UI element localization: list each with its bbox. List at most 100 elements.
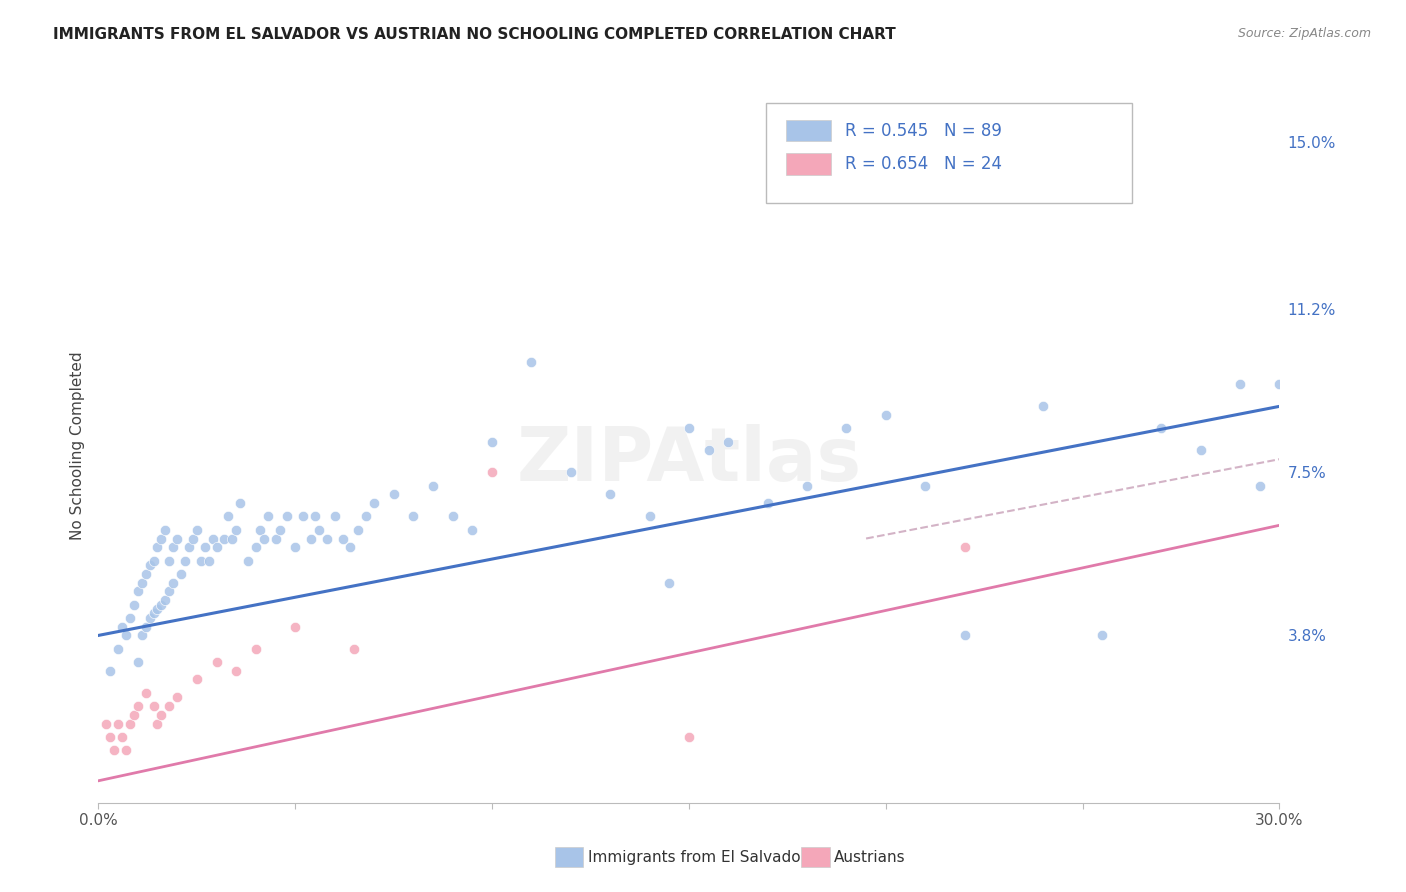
Point bbox=[107, 716, 129, 731]
Point bbox=[98, 730, 121, 744]
Text: IMMIGRANTS FROM EL SALVADOR VS AUSTRIAN NO SCHOOLING COMPLETED CORRELATION CHART: IMMIGRANTS FROM EL SALVADOR VS AUSTRIAN … bbox=[53, 27, 896, 42]
Point bbox=[229, 496, 252, 510]
Point bbox=[678, 421, 700, 435]
Point bbox=[339, 541, 361, 555]
Point bbox=[115, 743, 138, 757]
Point bbox=[441, 509, 464, 524]
Point bbox=[201, 532, 224, 546]
Point bbox=[560, 466, 582, 480]
Point bbox=[177, 541, 200, 555]
Point bbox=[245, 541, 267, 555]
Point bbox=[155, 523, 177, 537]
Point bbox=[658, 575, 681, 590]
Point bbox=[308, 523, 330, 537]
Point bbox=[194, 541, 217, 555]
Point bbox=[269, 523, 291, 537]
Point bbox=[284, 619, 307, 633]
Point bbox=[422, 478, 444, 492]
Point bbox=[122, 707, 145, 722]
Point bbox=[1229, 377, 1251, 392]
Point bbox=[157, 584, 180, 599]
Point bbox=[107, 641, 129, 656]
Point bbox=[142, 698, 165, 713]
Point bbox=[343, 641, 366, 656]
Point bbox=[135, 566, 157, 581]
Point bbox=[953, 628, 976, 642]
Text: R = 0.654   N = 24: R = 0.654 N = 24 bbox=[845, 155, 1002, 173]
Point bbox=[347, 523, 370, 537]
Point bbox=[115, 628, 138, 642]
Point bbox=[150, 598, 173, 612]
Point bbox=[127, 698, 149, 713]
Point bbox=[111, 619, 134, 633]
Point bbox=[697, 443, 720, 458]
Point bbox=[481, 466, 503, 480]
Point bbox=[520, 355, 543, 369]
Text: Austrians: Austrians bbox=[834, 850, 905, 864]
Point bbox=[1091, 628, 1114, 642]
Point bbox=[174, 553, 197, 567]
Point bbox=[249, 523, 271, 537]
Point bbox=[127, 584, 149, 599]
Point bbox=[315, 532, 337, 546]
Point bbox=[181, 532, 204, 546]
Point bbox=[162, 575, 184, 590]
Point bbox=[142, 553, 165, 567]
Point bbox=[142, 607, 165, 621]
Point bbox=[162, 541, 184, 555]
Point bbox=[186, 673, 208, 687]
Point bbox=[245, 641, 267, 656]
Point bbox=[953, 541, 976, 555]
Point bbox=[299, 532, 322, 546]
Point bbox=[155, 593, 177, 607]
Text: Source: ZipAtlas.com: Source: ZipAtlas.com bbox=[1237, 27, 1371, 40]
Point bbox=[796, 478, 818, 492]
Point bbox=[678, 730, 700, 744]
Point bbox=[225, 664, 247, 678]
Point bbox=[284, 541, 307, 555]
Point bbox=[253, 532, 276, 546]
FancyBboxPatch shape bbox=[766, 103, 1132, 203]
Point bbox=[292, 509, 315, 524]
Point bbox=[217, 509, 239, 524]
Point bbox=[236, 553, 259, 567]
Point bbox=[146, 541, 169, 555]
Point bbox=[131, 575, 153, 590]
Point bbox=[214, 532, 236, 546]
Point bbox=[332, 532, 354, 546]
Point bbox=[205, 655, 228, 669]
Point bbox=[875, 408, 897, 422]
Point bbox=[304, 509, 326, 524]
Point bbox=[354, 509, 377, 524]
Point bbox=[225, 523, 247, 537]
Point bbox=[111, 730, 134, 744]
Point bbox=[122, 598, 145, 612]
Point bbox=[98, 664, 121, 678]
Point bbox=[131, 628, 153, 642]
Point bbox=[103, 743, 125, 757]
Point bbox=[150, 532, 173, 546]
Point bbox=[150, 707, 173, 722]
Point bbox=[599, 487, 621, 501]
Point bbox=[118, 716, 141, 731]
Point bbox=[264, 532, 287, 546]
Point bbox=[481, 434, 503, 449]
Point bbox=[1189, 443, 1212, 458]
Point bbox=[717, 434, 740, 449]
Point bbox=[127, 655, 149, 669]
Point bbox=[638, 509, 661, 524]
Point bbox=[1032, 400, 1054, 414]
Point bbox=[157, 553, 180, 567]
Point bbox=[146, 602, 169, 616]
Point bbox=[276, 509, 298, 524]
Point bbox=[363, 496, 385, 510]
Point bbox=[138, 611, 160, 625]
Point bbox=[166, 532, 188, 546]
Point bbox=[118, 611, 141, 625]
Point bbox=[914, 478, 936, 492]
Point bbox=[835, 421, 858, 435]
Point bbox=[323, 509, 346, 524]
Point bbox=[146, 716, 169, 731]
Point bbox=[1249, 478, 1271, 492]
Point bbox=[461, 523, 484, 537]
